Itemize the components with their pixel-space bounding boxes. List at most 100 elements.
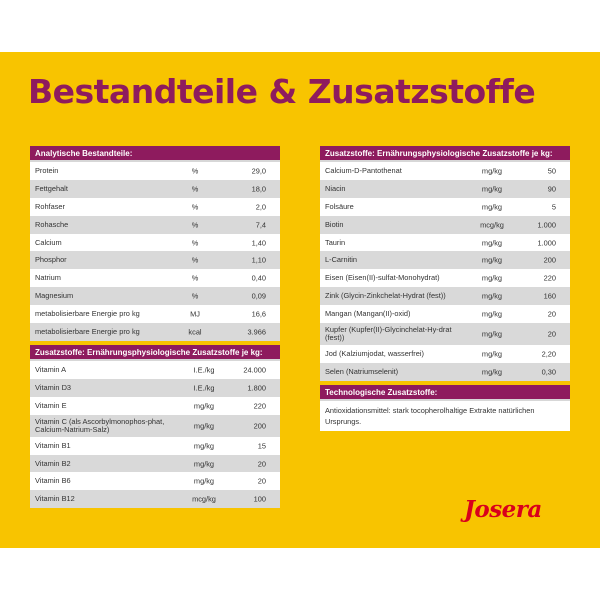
page-title: Bestandteile & Zusatzstoffe	[28, 72, 536, 111]
row-unit: kcal	[188, 327, 202, 337]
row-value: 1.800	[247, 383, 267, 393]
row-name: Selen (Natriumselenit)	[325, 366, 399, 376]
row-value: 16,6	[251, 309, 266, 319]
row-unit: mg/kg	[481, 309, 503, 319]
row-value: 90	[547, 184, 556, 194]
table-row: Eisen (Eisen(II)-sulfat-Monohydrat) mg/kg…	[320, 269, 570, 287]
row-name: Folsäure	[325, 201, 354, 211]
table-row: Biotin mcg/kg 1.000	[320, 215, 570, 234]
table-row: Magnesium% 0,09	[30, 287, 280, 306]
row-name: Calcium-D-Pantothenat	[325, 165, 402, 175]
row-name: Zink (Glycin-Zinkchelat-Hydrat (fest))	[325, 291, 446, 301]
row-name: metabolisierbare Energie pro kg	[35, 309, 140, 319]
row-name: Natrium	[35, 273, 61, 283]
table-row: Vitamin B12 mcg/kg 100	[30, 490, 280, 509]
row-unit: mcg/kg	[192, 494, 216, 504]
row-value: 29,0	[251, 166, 266, 176]
row-unit: mg/kg	[481, 238, 503, 247]
row-value: 24.000	[243, 365, 266, 375]
row-name: Taurin	[325, 237, 346, 247]
table-row: L-Carnitin mg/kg 200	[320, 251, 570, 270]
row-value: 220	[543, 273, 556, 283]
row-name: Vitamin E	[35, 400, 67, 410]
row-unit: %	[191, 291, 199, 301]
row-value: 7,4	[255, 220, 266, 230]
table-row: Vitamin B1 mg/kg 15	[30, 437, 280, 455]
table-row: Natrium% 0,40	[30, 269, 280, 287]
row-unit: mg/kg	[481, 367, 503, 377]
row-value: 220	[253, 401, 266, 411]
row-unit: mcg/kg	[480, 220, 504, 230]
row-unit: MJ	[190, 309, 200, 319]
row-name: Rohfaser	[35, 201, 65, 211]
row-unit: mg/kg	[481, 329, 503, 339]
row-value: 3.966	[247, 327, 267, 337]
row-name: Eisen (Eisen(II)-sulfat-Monohydrat)	[325, 273, 440, 283]
row-unit: mg/kg	[481, 202, 503, 212]
row-value: 100	[253, 494, 266, 504]
table-row: Taurin mg/kg 1.000	[320, 234, 570, 252]
row-name: Vitamin D3	[35, 382, 72, 392]
table-row: Calcium-D-Pantothenat mg/kg 50	[320, 162, 570, 180]
table-row: Jod (Kalziumjodat, wasserfrei) mg/kg 2,20	[320, 345, 570, 363]
row-name: Kupfer (Kupfer(II)-Glycinchelat-Hy-drat …	[325, 325, 452, 343]
row-unit: %	[191, 166, 199, 176]
vitamins-table: Zusatzstoffe: Ernährungsphysiologische Z…	[30, 345, 280, 509]
row-name: Protein	[35, 165, 59, 175]
row-name: Niacin	[325, 183, 346, 193]
additives-header: Zusatzstoffe: Ernährungsphysiologische Z…	[320, 146, 570, 162]
row-value: 5	[551, 202, 556, 212]
row-value: 0,30	[541, 367, 556, 377]
table-row: Protein% 29,0	[30, 162, 280, 180]
table-row: metabolisierbare Energie pro kg kcal 3.966	[30, 323, 280, 341]
row-unit: mg/kg	[193, 401, 215, 411]
row-name: Magnesium	[35, 291, 74, 301]
additives-table: Zusatzstoffe: Ernährungsphysiologische Z…	[320, 146, 570, 381]
row-name: Vitamin B6	[35, 476, 71, 486]
table-row: Rohasche% 7,4	[30, 215, 280, 234]
row-value: 20	[257, 459, 266, 468]
row-value: 200	[253, 421, 266, 431]
technological-table: Technologische Zusatzstoffe: Antioxidati…	[320, 385, 570, 431]
row-name: L-Carnitin	[325, 255, 358, 265]
row-unit: mg/kg	[481, 255, 503, 265]
technological-text: Antioxidationsmittel: stark tocopherolha…	[325, 406, 535, 426]
row-unit: I.E./kg	[193, 383, 215, 393]
row-unit: mg/kg	[481, 349, 503, 359]
row-name: Phosphor	[35, 255, 67, 265]
table-row: Mangan (Mangan(II)-oxid) mg/kg 20	[320, 305, 570, 323]
row-value: 200	[543, 255, 556, 265]
table-row: Niacin mg/kg 90	[320, 179, 570, 198]
row-value: 2,0	[255, 202, 266, 212]
row-unit: mg/kg	[193, 421, 215, 431]
row-unit: mg/kg	[481, 166, 503, 176]
row-name: metabolisierbare Energie pro kg	[35, 326, 140, 336]
row-name: Vitamin B2	[35, 458, 71, 468]
table-row: Vitamin A I.E./kg 24.000	[30, 361, 280, 379]
row-unit: %	[191, 255, 199, 265]
row-value: 0,40	[251, 273, 266, 283]
analytic-header: Analytische Bestandteile:	[30, 146, 280, 162]
analytic-table: Analytische Bestandteile: Protein% 29,0 Fe…	[30, 146, 280, 341]
row-value: 15	[257, 441, 266, 451]
table-row: Vitamin B6 mg/kg 20	[30, 472, 280, 490]
row-value: 1,10	[251, 255, 266, 265]
row-unit: mg/kg	[481, 184, 503, 194]
row-name: Vitamin C (als Ascorbylmonophos-phat, Ca…	[35, 416, 165, 434]
row-unit: mg/kg	[481, 273, 503, 283]
row-unit: mg/kg	[193, 459, 215, 468]
row-unit: %	[191, 238, 199, 247]
row-name: Fettgehalt	[35, 183, 68, 193]
row-value: 20	[257, 476, 266, 486]
table-row: Vitamin D3 I.E./kg 1.800	[30, 378, 280, 397]
row-name: Vitamin B1	[35, 440, 71, 450]
row-value: 50	[547, 166, 556, 176]
technological-header: Technologische Zusatzstoffe:	[320, 385, 570, 401]
row-unit: mg/kg	[193, 441, 215, 451]
row-value: 0,09	[251, 291, 266, 301]
table-row: Rohfaser% 2,0	[30, 198, 280, 216]
row-value: 18,0	[251, 184, 266, 194]
table-row: Phosphor% 1,10	[30, 251, 280, 270]
josera-logo: Josera	[464, 496, 542, 523]
row-value: 1,40	[251, 238, 266, 247]
